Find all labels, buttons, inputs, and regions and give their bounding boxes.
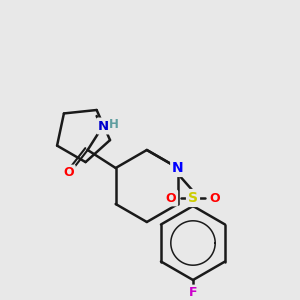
Text: O: O [210,191,220,205]
Text: O: O [166,191,176,205]
Text: O: O [63,167,74,179]
Text: H: H [109,118,118,131]
Text: N: N [98,119,109,133]
Text: S: S [188,191,198,205]
Text: N: N [172,161,184,175]
Text: F: F [189,286,197,299]
